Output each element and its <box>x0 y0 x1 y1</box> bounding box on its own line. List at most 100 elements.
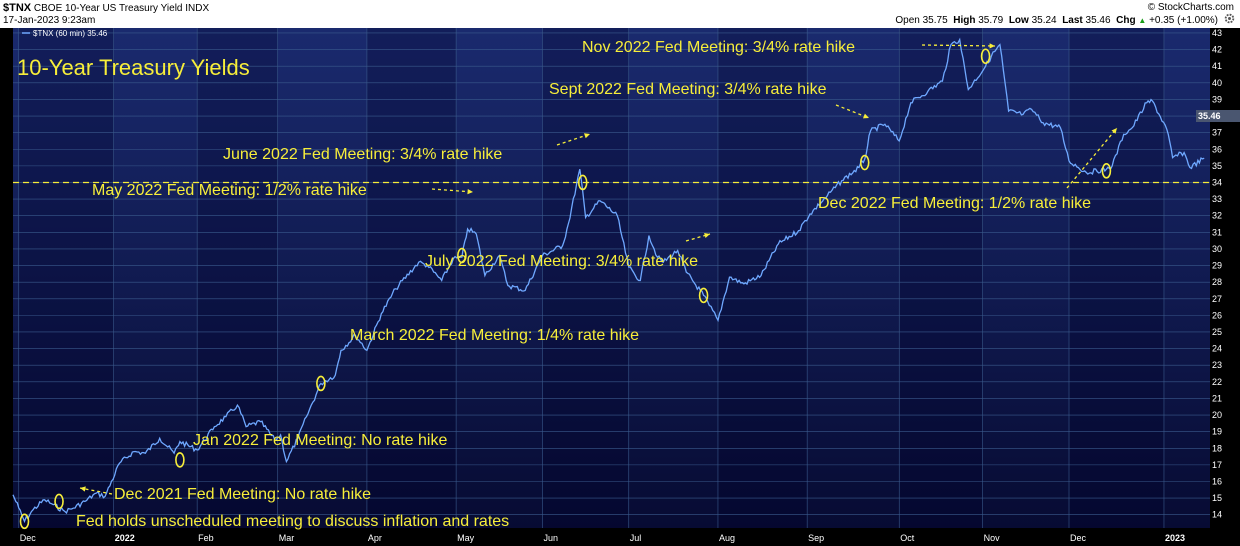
annotation-label: May 2022 Fed Meeting: 1/2% rate hike <box>92 182 367 199</box>
x-tick-label: Nov <box>984 533 1001 543</box>
annotation-label: March 2022 Fed Meeting: 1/4% rate hike <box>350 327 639 344</box>
x-tick-label: Feb <box>198 533 214 543</box>
chart-title: 10-Year Treasury Yields <box>17 55 250 80</box>
y-tick-label: 36 <box>1212 144 1222 154</box>
y-tick-label: 26 <box>1212 310 1222 320</box>
ohlc-readout: Open 35.75 High 35.79 Low 35.24 Last 35.… <box>895 15 1218 26</box>
gear-icon[interactable] <box>1224 13 1235 24</box>
y-tick-label: 39 <box>1212 94 1222 104</box>
x-tick-label: Mar <box>279 533 295 543</box>
arrow-head <box>467 189 473 195</box>
y-tick-label: 43 <box>1212 28 1222 38</box>
meeting-marker <box>698 287 709 304</box>
open-label: Open <box>895 15 920 26</box>
y-tick-label: 16 <box>1212 476 1222 486</box>
y-tick-label: 20 <box>1212 410 1222 420</box>
last-label: Last <box>1062 15 1083 26</box>
arrow-head <box>1111 128 1117 134</box>
annotation-label: Dec 2021 Fed Meeting: No rate hike <box>114 486 371 503</box>
high-value: 35.79 <box>978 15 1004 26</box>
y-tick-label: 28 <box>1212 277 1222 287</box>
symbol[interactable]: $TNX <box>3 2 32 14</box>
y-tick-label: 24 <box>1212 344 1222 354</box>
x-tick-label: Jun <box>543 533 558 543</box>
x-tick-label: May <box>457 533 475 543</box>
chg-label: Chg <box>1116 15 1136 26</box>
annotation-label: June 2022 Fed Meeting: 3/4% rate hike <box>223 146 502 163</box>
meeting-marker <box>980 48 991 65</box>
annotation-arrow <box>921 44 996 47</box>
chart-header: $TNX CBOE 10-Year US Treasury Yield INDX… <box>0 0 1240 28</box>
open-value: 35.75 <box>922 15 948 26</box>
legend-label: $TNX (60 min) 35.46 <box>33 29 108 38</box>
meeting-marker <box>457 247 467 264</box>
y-tick-label: 14 <box>1212 510 1222 520</box>
y-tick-label: 27 <box>1212 294 1222 304</box>
annotation-label: Sept 2022 Fed Meeting: 3/4% rate hike <box>549 81 827 98</box>
y-tick-label: 30 <box>1212 244 1222 254</box>
y-tick-label: 40 <box>1212 78 1222 88</box>
date-stamp: 17-Jan-2023 9:23am <box>3 15 96 26</box>
last-value: 35.46 <box>1085 15 1111 26</box>
symbol-name: CBOE 10-Year US Treasury Yield <box>33 3 183 14</box>
y-tick-label: 42 <box>1212 45 1222 55</box>
y-tick-label: 23 <box>1212 360 1222 370</box>
annotation-label: July 2022 Fed Meeting: 3/4% rate hike <box>425 253 698 270</box>
y-tick-label: 37 <box>1212 128 1222 138</box>
y-tick-label: 17 <box>1212 460 1222 470</box>
annotation-arrow <box>431 188 474 193</box>
arrow-head <box>80 486 86 492</box>
plot-area <box>13 28 1210 528</box>
y-tick-label: 22 <box>1212 377 1222 387</box>
low-label: Low <box>1008 15 1029 26</box>
legend: $TNX (60 min) 35.46 <box>22 29 108 38</box>
arrow-head <box>863 113 869 119</box>
y-tick-label: 32 <box>1212 211 1222 221</box>
last-price-label: 35.46 <box>1198 111 1221 121</box>
annotation-label: Fed holds unscheduled meeting to discuss… <box>76 513 509 530</box>
yield-series-line <box>12 37 1205 524</box>
high-label: High <box>953 15 976 26</box>
up-arrow-icon: ▲ <box>1138 16 1147 25</box>
meeting-marker <box>859 154 870 171</box>
y-tick-label: 35 <box>1212 161 1222 171</box>
y-tick-label: 29 <box>1212 261 1222 271</box>
arrow-head <box>989 43 995 49</box>
exchange: INDX <box>185 3 210 14</box>
y-tick-label: 31 <box>1212 227 1222 237</box>
meeting-marker <box>54 493 64 510</box>
y-tick-label: 34 <box>1212 177 1222 187</box>
meeting-marker <box>316 375 326 392</box>
meeting-marker <box>175 452 185 468</box>
x-tick-label: Dec <box>1070 533 1087 543</box>
low-value: 35.24 <box>1031 15 1057 26</box>
x-tick-label: Jul <box>630 533 642 543</box>
symbol-line: $TNX CBOE 10-Year US Treasury Yield INDX <box>3 2 209 14</box>
x-tick-label: Apr <box>368 533 382 543</box>
annotation-label: Dec 2022 Fed Meeting: 1/2% rate hike <box>818 195 1091 212</box>
watermark: © StockCharts.com <box>1147 2 1234 13</box>
y-tick-label: 33 <box>1212 194 1222 204</box>
y-tick-label: 15 <box>1212 493 1222 503</box>
meeting-marker <box>1101 163 1112 179</box>
annotation-arrow <box>1066 127 1118 189</box>
last-price-box: 35.46 <box>1196 110 1240 122</box>
y-tick-label: 25 <box>1212 327 1222 337</box>
arrow-head <box>584 133 590 139</box>
x-tick-label: 2023 <box>1165 533 1185 543</box>
x-tick-label: Sep <box>808 533 824 543</box>
y-tick-label: 41 <box>1212 61 1222 71</box>
y-tick-label: 18 <box>1212 443 1222 453</box>
arrow-head <box>704 233 710 238</box>
x-tick-label: Dec <box>20 533 37 543</box>
x-tick-label: Oct <box>900 533 915 543</box>
meeting-marker <box>19 513 30 530</box>
x-tick-label: Aug <box>719 533 735 543</box>
annotation-label: Nov 2022 Fed Meeting: 3/4% rate hike <box>582 39 855 56</box>
x-tick-label: 2022 <box>115 533 135 543</box>
annotation-label: Jan 2022 Fed Meeting: No rate hike <box>193 432 447 449</box>
y-tick-label: 19 <box>1212 427 1222 437</box>
meeting-marker <box>577 174 588 191</box>
y-tick-label: 21 <box>1212 393 1222 403</box>
